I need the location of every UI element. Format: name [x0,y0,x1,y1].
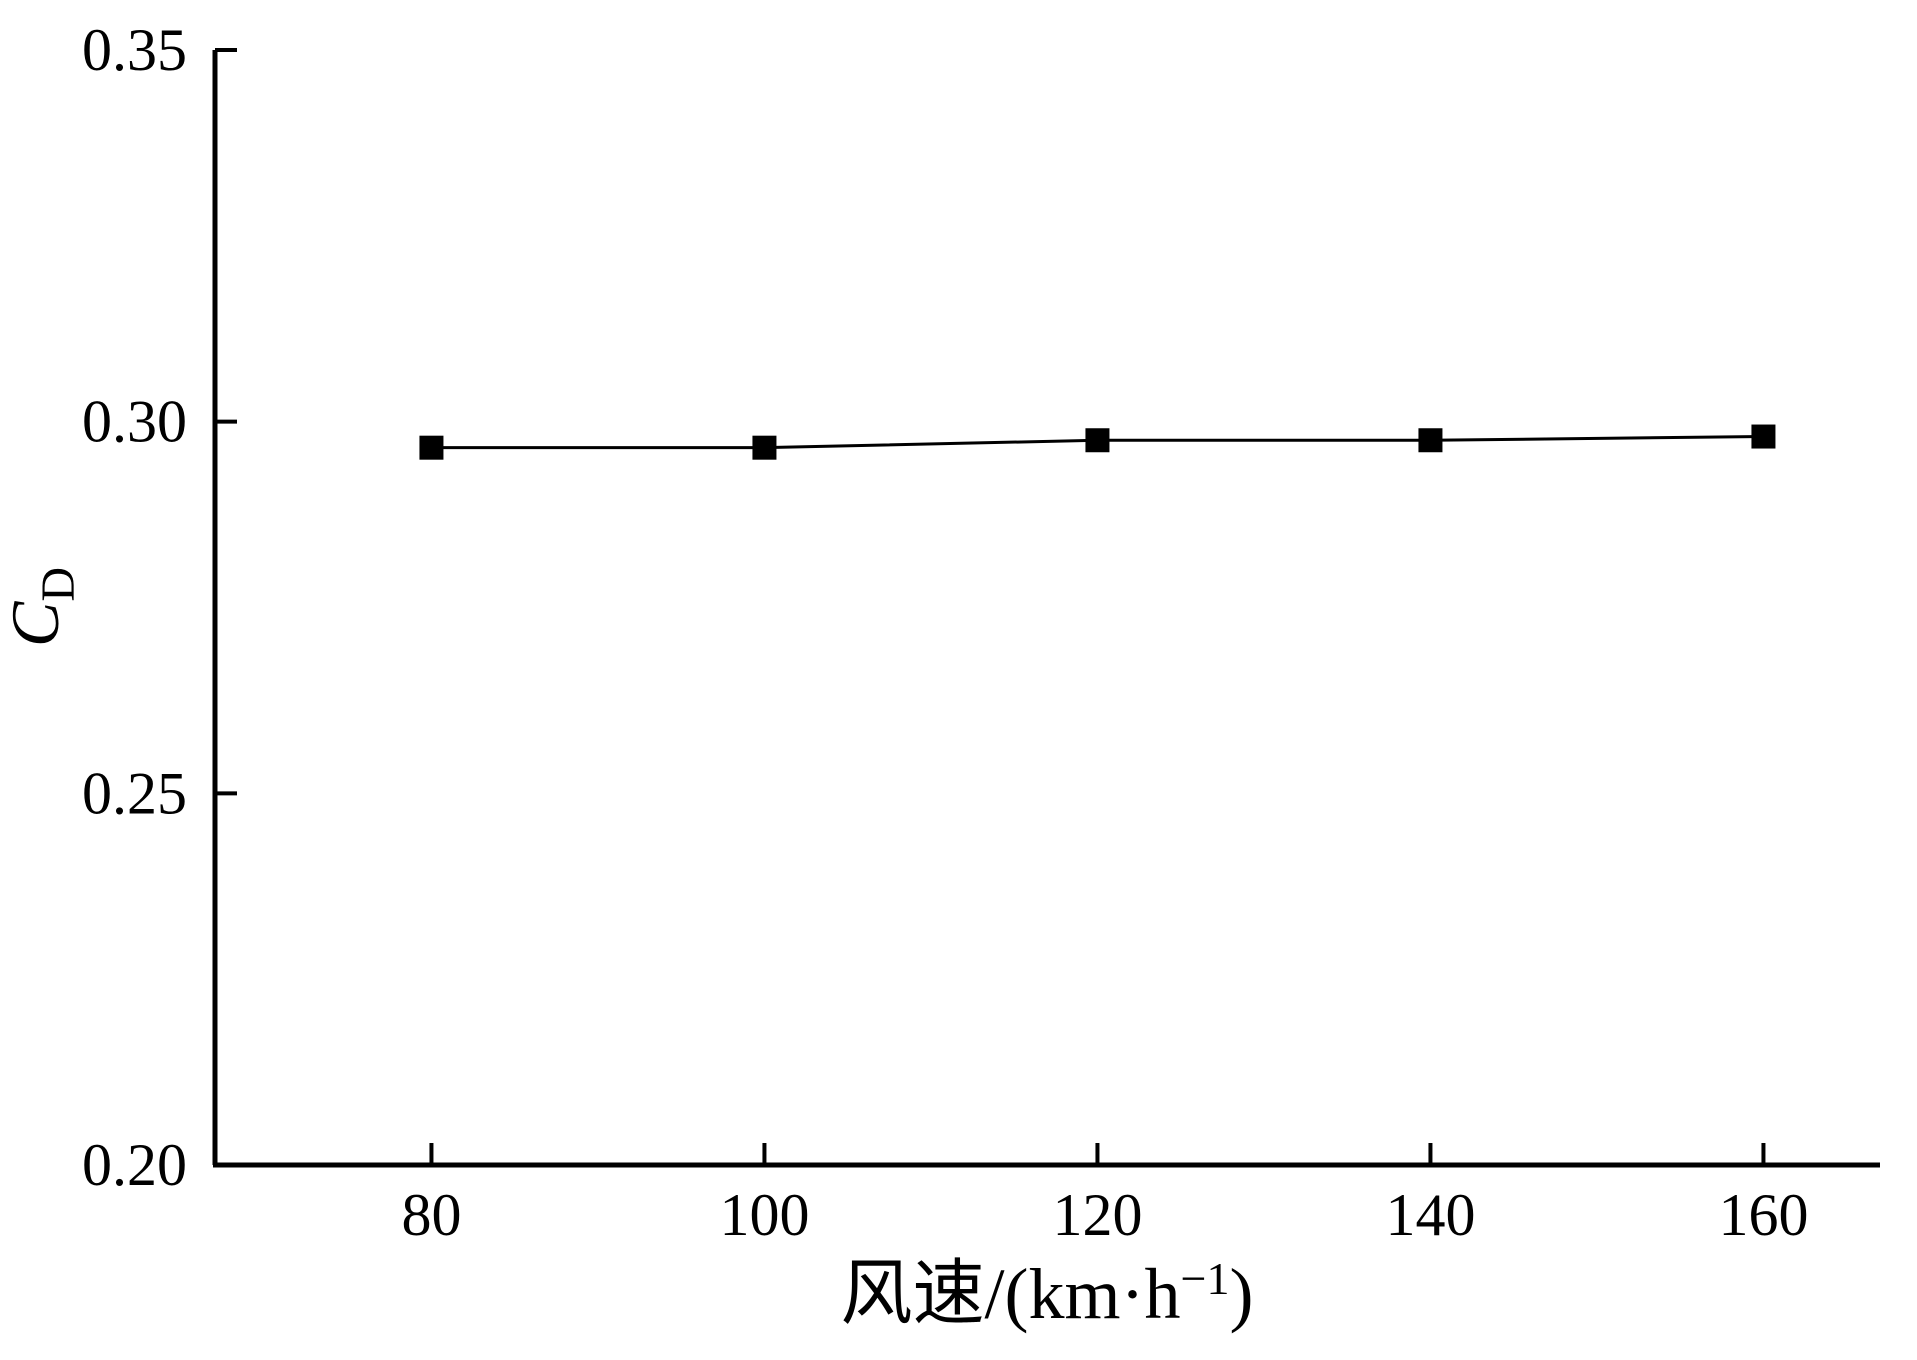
x-tick-label: 100 [719,1182,809,1248]
y-tick-label: 0.20 [82,1132,187,1198]
y-tick-label: 0.30 [82,389,187,455]
y-tick-label: 0.35 [82,17,187,83]
x-tick-label: 120 [1052,1182,1142,1248]
x-tick-label: 80 [401,1182,461,1248]
data-point-marker [1751,424,1776,449]
x-axis-label: 风速/(km·h−1) [841,1253,1254,1334]
data-point-marker [419,435,444,460]
chart-generated-layer: 0.20 0.25 0.30 0.35 80 100 120 140 160 [82,17,1880,1248]
y-tick-label: 0.25 [82,760,187,826]
x-axis-label-text: 风速/(km·h [841,1254,1181,1334]
y-axis-label: CD [0,567,85,647]
x-axis-label-superscript: −1 [1181,1253,1230,1304]
x-axis-label-close: ) [1229,1254,1253,1334]
x-tick-label: 140 [1385,1182,1475,1248]
data-point-marker [1085,428,1110,453]
data-point-marker [1418,428,1443,453]
data-point-marker [752,435,777,460]
y-axis-label-subscript: D [32,567,85,602]
x-tick-label: 160 [1718,1182,1808,1248]
y-axis-label-base: C [0,601,73,647]
